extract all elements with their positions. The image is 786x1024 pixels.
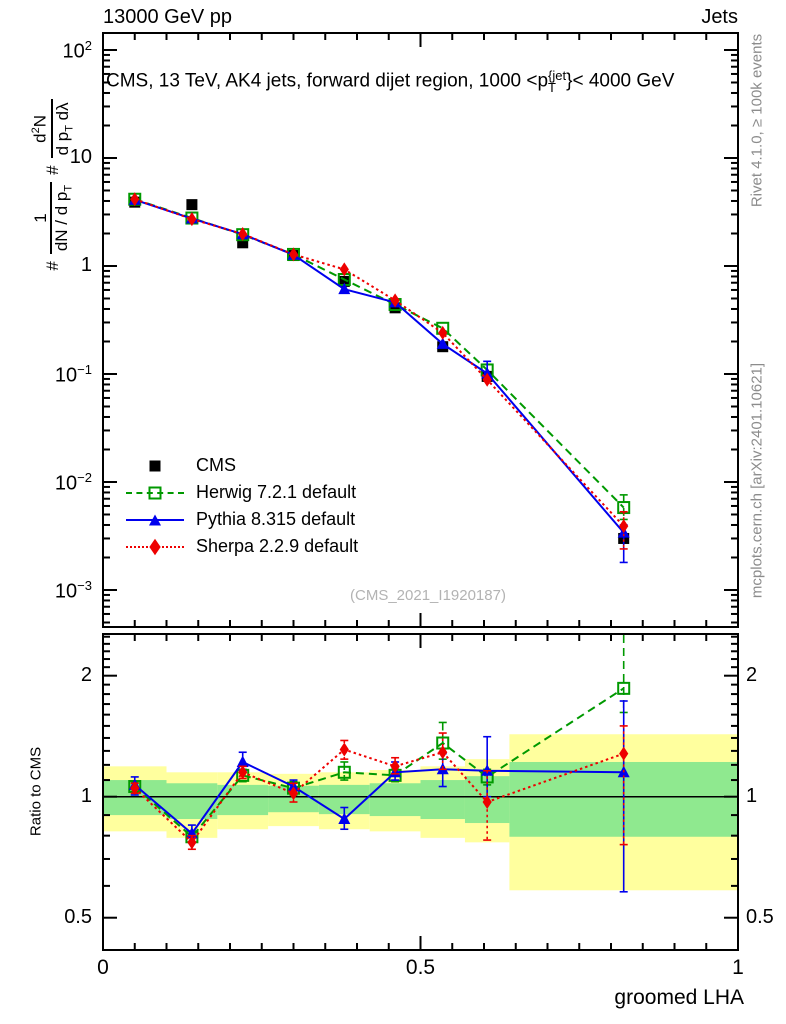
plot-title-pt-scripts: {jet T [548,68,567,95]
ratio-y-tick-label-right: 0.5 [746,905,774,928]
axis-ticks [102,33,739,950]
main-y-tick-label: 10−3 [54,578,92,603]
cms-marker-icon [126,459,184,473]
main-y-tick-label: 10−1 [54,362,92,387]
plot-title-prefix: CMS, 13 TeV, AK4 jets, forward dijet reg… [106,70,549,92]
rivet-version-note: Rivet 4.1.0, ≥ 100k events [748,33,766,208]
main-y-tick-label: 1 [80,254,92,276]
ratio-y-tick-label-right: 1 [746,784,758,807]
analysis-id-watermark: (CMS_2021_I1920187) [350,587,506,604]
frac1-numerator: 1 [30,213,50,223]
main-y-tick-label: 10−2 [54,470,92,495]
legend-label: Sherpa 2.2.9 default [196,536,359,556]
x-tick-label: 0 [97,956,109,979]
legend-item-herwig: Herwig 7.2.1 default [126,479,358,506]
legend-item-cms: CMS [126,452,358,479]
main-y-tick-label: 102 [62,38,92,63]
ratio-y-tick-label-left: 1 [80,784,92,807]
ratio-series-sherpa [130,725,629,851]
frac1-denominator: dN / d p [52,191,72,252]
main-series-sherpa [130,192,629,550]
legend-item-sherpa: Sherpa 2.2.9 default [126,533,358,560]
legend-label: CMS [196,455,236,475]
mcplots-arxiv-note: mcplots.cern.ch [arXiv:2401.10621] [748,362,766,599]
x-tick-label: 0.5 [405,956,436,979]
frac1-denominator-sub: T [62,184,75,192]
legend: CMS Herwig 7.2.1 default Pythia 8.315 de… [126,452,358,560]
ratio-y-tick-label-left: 0.5 [64,905,92,928]
frac2-numerator-tail: N [31,114,51,128]
plot-title-superscript: {jet [548,68,567,83]
plot-title-subscript: T [548,79,556,95]
normalization-fraction: 1 dN / d pT [30,181,76,255]
frac2-denominator-tail: dλ [52,102,72,126]
legend-item-pythia: Pythia 8.315 default [126,506,358,533]
sherpa-marker-icon [126,538,184,555]
x-tick-label: 1 [732,956,744,979]
legend-label: Herwig 7.2.1 default [196,482,357,502]
ratio-y-tick-label-right: 2 [746,663,758,686]
header-beam-energy: 13000 GeV pp [103,6,232,28]
legend-label: Pythia 8.315 default [196,509,356,529]
plot-title-suffix: }< 4000 GeV [566,70,675,92]
header-analysis-group: Jets [701,6,738,28]
herwig-marker-icon [126,486,184,500]
y-axis-title: # 1 dN / d pT # d2N d pT dλ [6,35,100,335]
frac2-numerator: d [31,133,51,143]
frac2-numerator-sup: 2 [30,127,43,134]
plot-title: CMS, 13 TeV, AK4 jets, forward dijet reg… [106,68,675,95]
frac2-denominator-sub: T [62,125,75,132]
ratio-y-tick-label-left: 2 [80,663,92,686]
main-y-tick-label: 10 [69,146,92,168]
x-axis-title: groomed LHA [614,986,744,1009]
pythia-marker-icon [126,513,184,527]
